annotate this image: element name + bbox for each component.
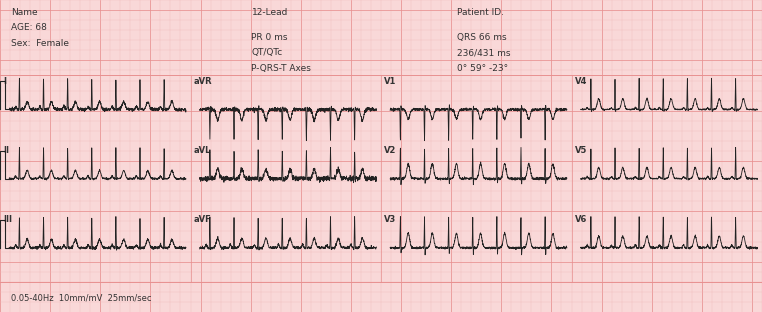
Text: 0° 59° -23°: 0° 59° -23°: [457, 64, 508, 73]
Text: 236/431 ms: 236/431 ms: [457, 48, 511, 57]
Text: QT/QTc: QT/QTc: [251, 48, 283, 57]
Text: AGE: 68: AGE: 68: [11, 23, 47, 32]
Text: V2: V2: [384, 146, 396, 155]
Text: aVR: aVR: [194, 77, 212, 86]
Text: III: III: [3, 215, 12, 224]
Text: QRS 66 ms: QRS 66 ms: [457, 33, 507, 42]
Text: P-QRS-T Axes: P-QRS-T Axes: [251, 64, 312, 73]
Text: V1: V1: [384, 77, 396, 86]
Text: Sex:  Female: Sex: Female: [11, 39, 69, 48]
Text: II: II: [3, 146, 9, 155]
Text: 12-Lead: 12-Lead: [251, 8, 288, 17]
Text: aVF: aVF: [194, 215, 211, 224]
Text: aVL: aVL: [194, 146, 211, 155]
Text: V4: V4: [575, 77, 587, 86]
Text: V6: V6: [575, 215, 587, 224]
Text: Patient ID.: Patient ID.: [457, 8, 504, 17]
Text: I: I: [3, 77, 6, 86]
Text: PR 0 ms: PR 0 ms: [251, 33, 288, 42]
Text: Name: Name: [11, 8, 38, 17]
Text: V3: V3: [384, 215, 396, 224]
Text: V5: V5: [575, 146, 587, 155]
Text: 0.05-40Hz  10mm/mV  25mm/sec: 0.05-40Hz 10mm/mV 25mm/sec: [11, 294, 152, 303]
